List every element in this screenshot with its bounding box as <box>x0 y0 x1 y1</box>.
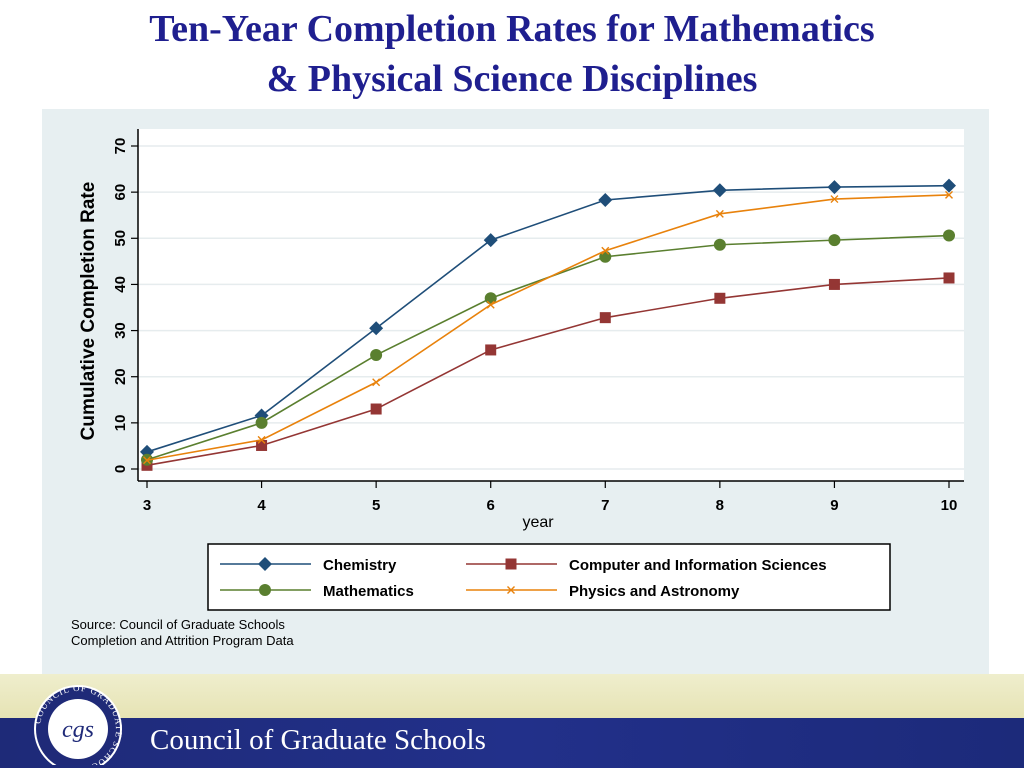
series-physics-and-astronomy <box>143 190 953 465</box>
legend-label: Chemistry <box>323 557 397 574</box>
data-point-mathematics <box>943 229 955 242</box>
y-tick-label: 60 <box>112 184 129 201</box>
ticks: 0 10 20 30 40 50 60 70 3 4 5 6 7 8 9 10 <box>112 138 957 514</box>
data-point-computer-and-information-sciences <box>256 439 268 451</box>
data-point-chemistry <box>598 192 613 207</box>
slide-title: Ten-Year Completion Rates for Mathematic… <box>0 4 1024 104</box>
title-line-2: & Physical Science Disciplines <box>266 58 758 100</box>
y-tick-label: 70 <box>112 138 129 155</box>
line-chart: 0 10 20 30 40 50 60 70 3 4 5 6 7 8 9 10 Cumulative Comp… <box>78 129 964 611</box>
data-point-physics-and-astronomy <box>257 435 266 444</box>
source-note: Source: Council of Graduate Schools Comp… <box>71 617 294 649</box>
y-tick-label: 0 <box>112 465 129 473</box>
y-tick-label: 30 <box>112 322 129 339</box>
data-point-computer-and-information-sciences <box>370 403 382 415</box>
series-computer-and-information-sciences <box>141 272 955 471</box>
x-axis-title: year <box>522 514 554 531</box>
legend-item-physics-and-astronomy: Physics and Astronomy <box>466 583 740 600</box>
x-tick-label: 6 <box>487 497 495 514</box>
gridlines <box>138 145 964 470</box>
x-tick-label: 7 <box>601 497 609 514</box>
series-line-physics-and-astronomy <box>146 194 950 462</box>
footer-blue-stripe <box>0 718 1024 768</box>
y-axis-title: Cumulative Completion Rate <box>78 182 99 441</box>
x-tick-label: 5 <box>372 497 380 514</box>
x-tick-label: 9 <box>830 497 838 514</box>
data-point-physics-and-astronomy <box>945 190 953 199</box>
x-tick-label: 3 <box>143 497 151 514</box>
data-point-physics-and-astronomy <box>601 246 610 255</box>
series-line-computer-and-information-sciences <box>146 277 950 467</box>
legend-item-computer-and-information-sciences: Computer and Information Sciences <box>466 557 827 574</box>
data-point-chemistry <box>712 183 727 198</box>
data-point-computer-and-information-sciences <box>828 278 840 290</box>
data-point-computer-and-information-sciences <box>943 272 955 284</box>
data-point-computer-and-information-sciences <box>714 292 726 304</box>
source-line-1: Source: Council of Graduate Schools <box>71 617 285 632</box>
y-tick-label: 50 <box>112 230 129 247</box>
data-point-mathematics <box>370 349 383 362</box>
y-tick-label: 10 <box>112 415 129 432</box>
legend-label: Computer and Information Sciences <box>569 557 827 574</box>
legend-item-mathematics: Mathematics <box>220 583 414 600</box>
data-point-physics-and-astronomy <box>143 456 151 465</box>
y-tick-label: 20 <box>112 368 129 385</box>
x-tick-label: 10 <box>941 497 958 514</box>
legend-item-chemistry: Chemistry <box>220 557 397 574</box>
legend-label: Physics and Astronomy <box>569 583 740 600</box>
y-tick-label: 40 <box>112 276 129 293</box>
x-tick-label: 4 <box>257 497 266 514</box>
data-point-physics-and-astronomy <box>715 209 724 218</box>
chart-panel: 0 10 20 30 40 50 60 70 3 4 5 6 7 8 9 10 Cumulative Comp… <box>42 109 989 674</box>
data-point-chemistry <box>827 180 842 195</box>
data-point-mathematics <box>713 238 726 251</box>
legend-marker <box>507 586 515 594</box>
legend-label: Mathematics <box>323 583 414 600</box>
cgs-seal-logo: COUNCIL OF GRADUATE SCHOOLS cgs <box>32 683 123 765</box>
footer-cream-stripe <box>0 674 1024 718</box>
data-point-chemistry <box>942 178 956 193</box>
data-point-chemistry <box>369 321 384 336</box>
data-point-mathematics <box>255 416 268 429</box>
title-line-1: Ten-Year Completion Rates for Mathematic… <box>149 8 875 50</box>
data-point-mathematics <box>828 234 841 247</box>
legend: Chemistry Computer and Information Scienc… <box>207 543 891 611</box>
legend-marker <box>258 557 272 571</box>
legend-marker <box>259 584 271 596</box>
data-point-computer-and-information-sciences <box>485 344 497 356</box>
x-tick-label: 8 <box>716 497 724 514</box>
legend-marker <box>505 558 517 570</box>
series-line-chemistry <box>146 184 950 453</box>
logo-monogram: cgs <box>62 717 94 743</box>
source-line-2: Completion and Attrition Program Data <box>71 633 294 648</box>
data-point-computer-and-information-sciences <box>599 312 611 324</box>
footer-org-name: Council of Graduate Schools <box>150 724 486 756</box>
series-lines <box>140 178 956 471</box>
footer-band <box>0 674 1024 768</box>
data-point-chemistry <box>483 233 498 248</box>
data-point-physics-and-astronomy <box>372 378 381 387</box>
data-point-physics-and-astronomy <box>486 300 495 309</box>
data-point-physics-and-astronomy <box>830 195 839 204</box>
legend-box <box>207 543 891 611</box>
